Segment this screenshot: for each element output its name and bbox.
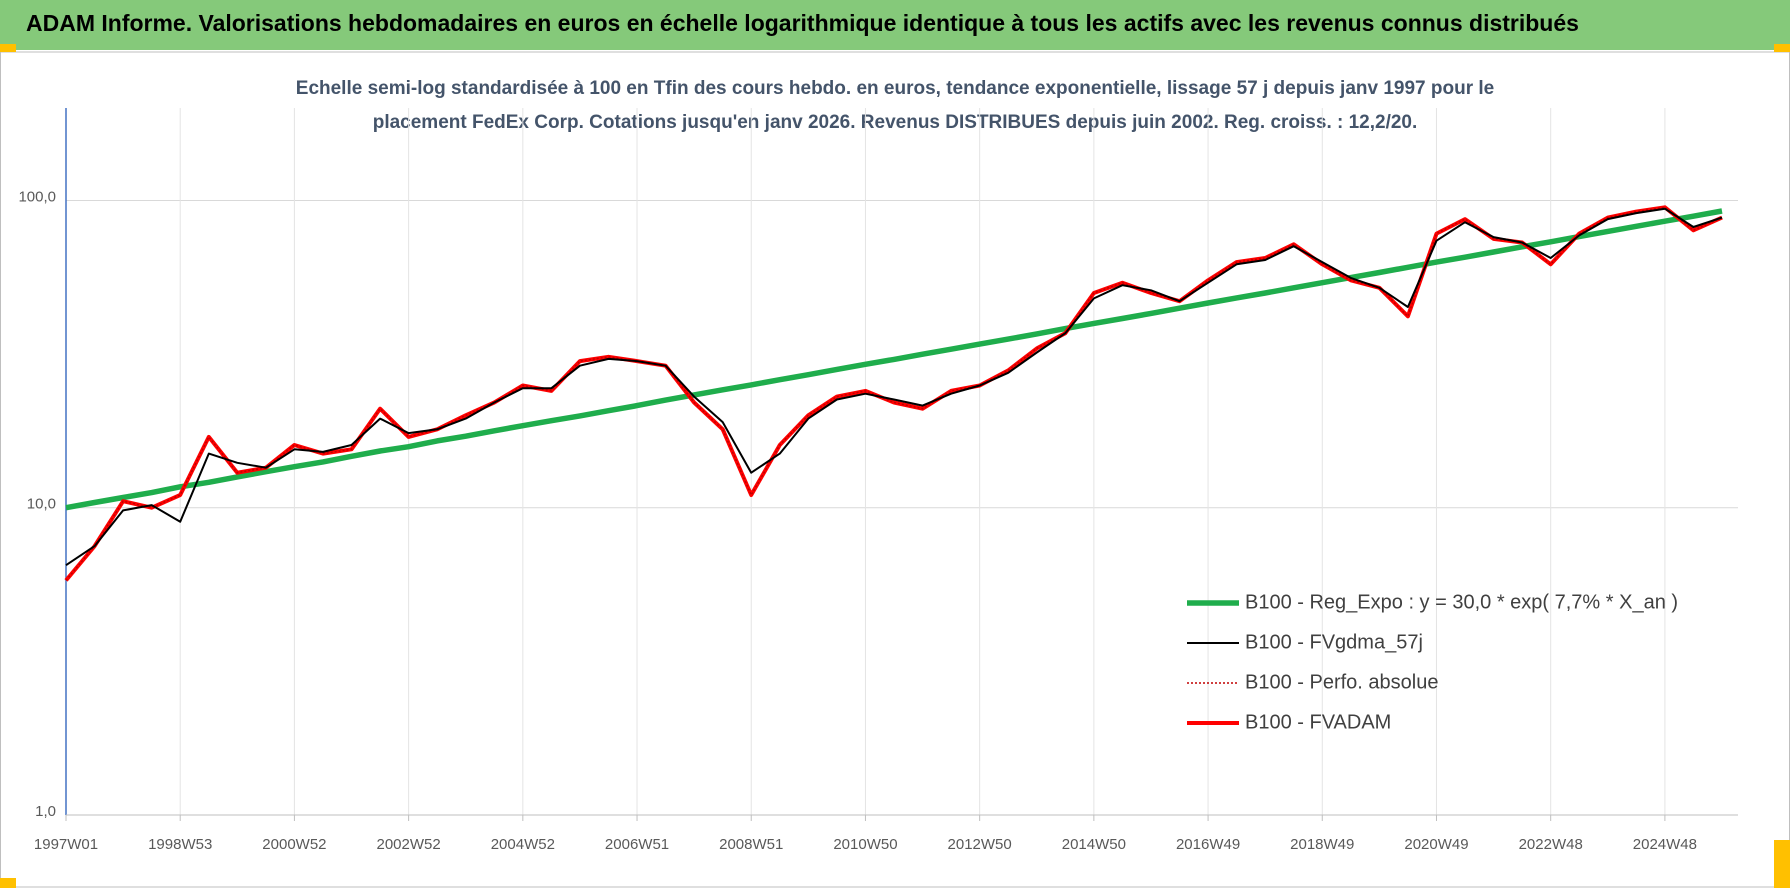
y-tick-label: 10,0: [27, 496, 56, 513]
legend-label: B100 - Perfo. absolue: [1245, 671, 1438, 693]
x-tick-label: 2000W52: [262, 836, 326, 853]
series-line: [65, 207, 1723, 567]
x-tick-label: 2014W50: [1062, 836, 1126, 853]
x-tick-label: 1998W53: [148, 836, 212, 853]
x-tick-label: 2004W52: [491, 836, 555, 853]
y-tick-label: 100,0: [18, 188, 56, 205]
corner: [1774, 44, 1790, 52]
x-tick-label: 2018W49: [1290, 836, 1354, 853]
corner: [0, 44, 16, 52]
corner: [0, 878, 16, 888]
x-tick-label: 2010W50: [833, 836, 897, 853]
chart-subtitle: placement FedEx Corp. Cotations jusqu'en…: [373, 112, 1418, 133]
x-tick-label: 2008W51: [719, 836, 783, 853]
chart-subtitle: Echelle semi-log standardisée à 100 en T…: [296, 78, 1494, 99]
series-line: [65, 208, 1723, 511]
x-tick-label: 2020W49: [1404, 836, 1468, 853]
corner: [1774, 840, 1790, 888]
x-tick-label: 1997W01: [34, 836, 98, 853]
x-tick-label: 2016W49: [1176, 836, 1240, 853]
legend-label: B100 - FVgdma_57j: [1245, 631, 1423, 653]
legend-label: B100 - Reg_Expo : y = 30,0 * exp( 7,7% *…: [1245, 591, 1678, 613]
series-line: [65, 206, 1723, 581]
x-tick-label: 2024W48: [1633, 836, 1697, 853]
x-tick-label: 2022W48: [1519, 836, 1583, 853]
page-title: ADAM Informe. Valorisations hebdomadaire…: [26, 10, 1579, 36]
title-bar: [0, 0, 1790, 50]
x-tick-label: 2006W51: [605, 836, 669, 853]
x-tick-label: 2012W50: [948, 836, 1012, 853]
y-tick-label: 1,0: [35, 803, 56, 820]
x-tick-label: 2002W52: [377, 836, 441, 853]
legend-label: B100 - FVADAM: [1245, 711, 1391, 733]
